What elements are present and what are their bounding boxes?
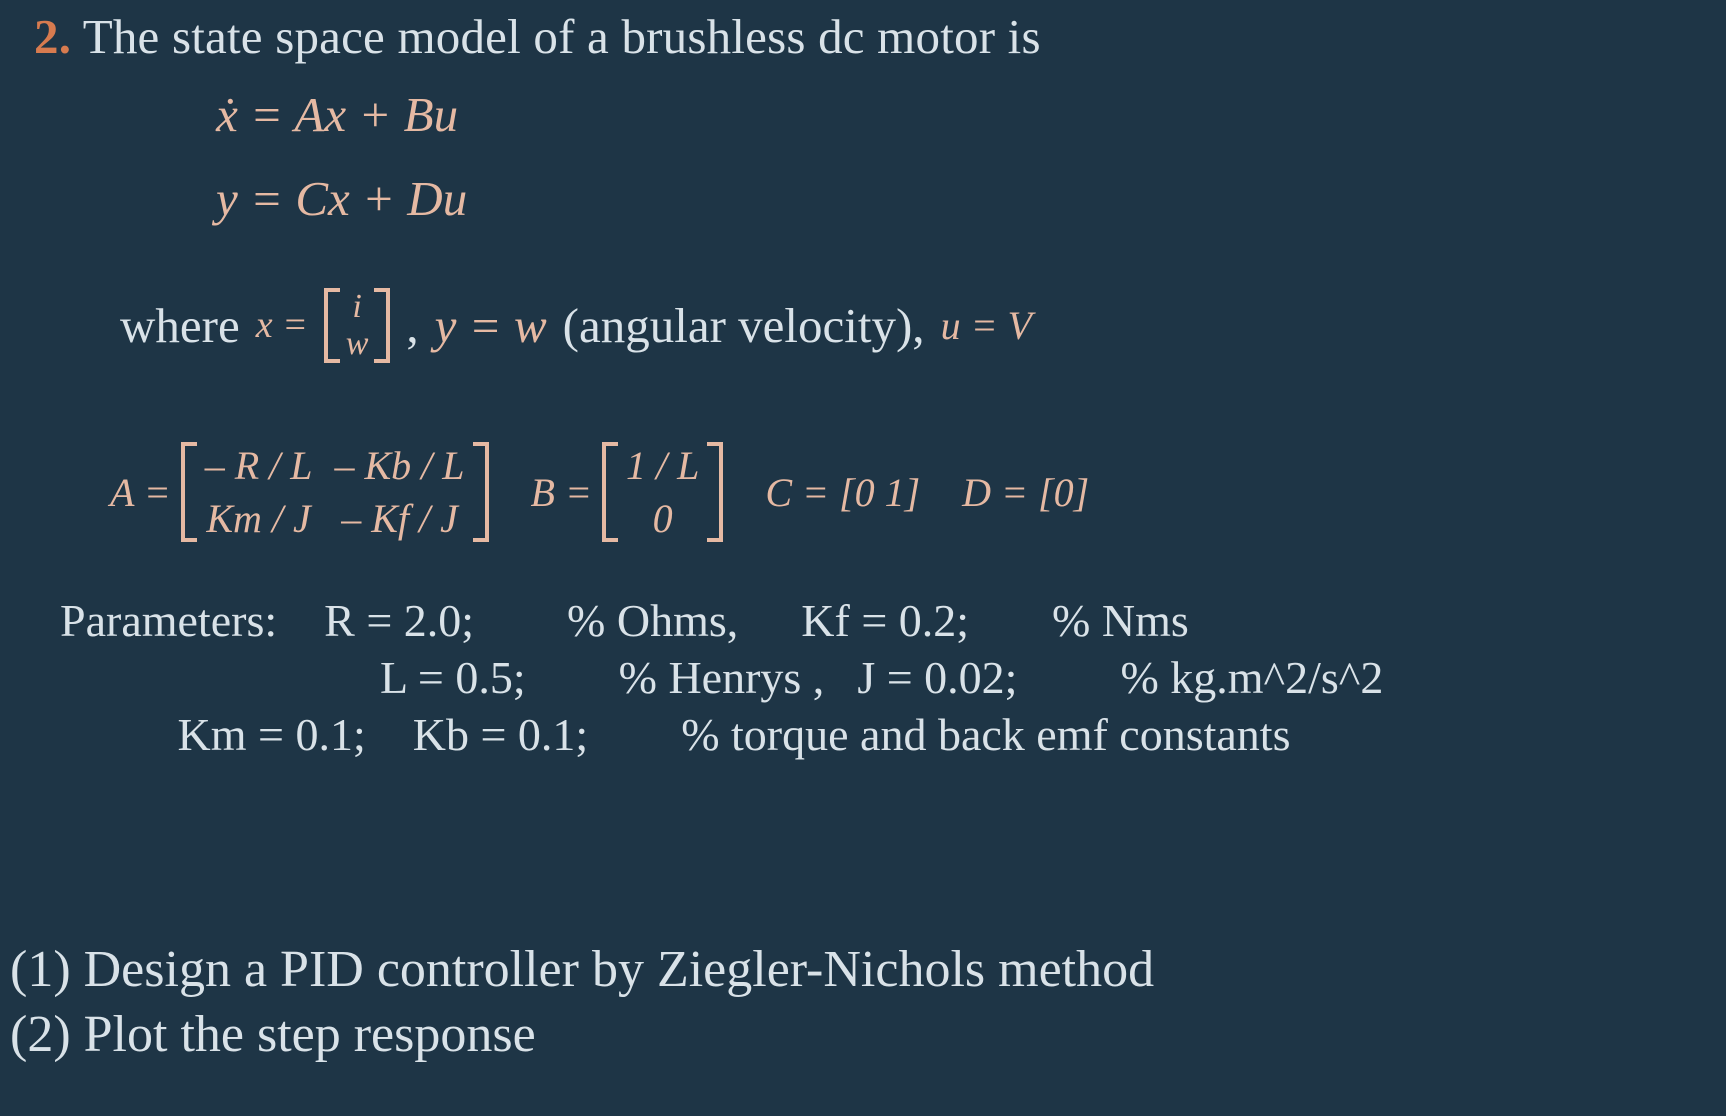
matrix-b-lhs: B = [531, 469, 592, 516]
y-desc: (angular velocity), [563, 297, 925, 354]
matrix-a-lhs: A = [110, 469, 171, 516]
problem-heading: 2. The state space model of a brushless … [34, 8, 1041, 65]
output-equation: y = Cx + Du [216, 170, 467, 227]
param-r: R = 2.0; [324, 595, 474, 646]
a-01: – Kb / L [335, 442, 465, 489]
matrices-row: A = – R / L – Kb / L Km / J – Kf / J B =… [110, 442, 1089, 542]
b-0: 1 / L [626, 442, 699, 489]
param-kf: Kf = 0.2; [801, 595, 969, 646]
parameters-label: Parameters: [60, 594, 277, 647]
x-equals: x = [256, 303, 308, 347]
where-label: where [120, 297, 240, 354]
a-10: Km / J [205, 495, 313, 542]
x-vec-1: w [346, 325, 369, 362]
comma: , [406, 297, 418, 354]
task-1: (1) Design a PID controller by Ziegler-N… [10, 940, 1154, 999]
matrix-b: B = 1 / L 0 [531, 442, 724, 542]
task-2: (2) Plot the step response [10, 1005, 1154, 1064]
param-l: L = 0.5; [380, 652, 526, 703]
where-line: where x = i w , y = w (angular velocity)… [120, 288, 1032, 363]
problem-title: The state space model of a brushless dc … [71, 9, 1041, 64]
matrix-c: C = [0 1] [765, 469, 920, 516]
param-line-3: Km = 0.1; Kb = 0.1; % torque and back em… [60, 708, 1383, 761]
matrix-d: D = [0] [962, 469, 1089, 516]
a-11: – Kf / J [335, 495, 465, 542]
tasks-block: (1) Design a PID controller by Ziegler-N… [10, 940, 1154, 1070]
param-r-unit: % Ohms, [567, 595, 738, 646]
u-equals-v: u = V [941, 302, 1032, 349]
b-1: 0 [626, 495, 699, 542]
param-kb: Kb = 0.1; [413, 709, 588, 760]
param-j-unit: % kg.m^2/s^2 [1120, 652, 1383, 703]
a-00: – R / L [205, 442, 313, 489]
param-const-desc: % torque and back emf constants [681, 709, 1290, 760]
param-kf-unit: % Nms [1052, 595, 1189, 646]
param-km: Km = 0.1; [178, 709, 366, 760]
x-vec-0: i [352, 288, 361, 325]
x-vector: i w [324, 288, 391, 363]
param-line-2: L = 0.5; % Henrys , J = 0.02; % kg.m^2/s… [60, 651, 1383, 704]
y-equals-w: y = w [435, 297, 547, 354]
matrix-c-text: C = [0 1] [765, 469, 920, 516]
state-equation: ẋ = Ax + Bu [216, 86, 458, 143]
problem-number: 2. [34, 9, 71, 64]
param-j: J = 0.02; [857, 652, 1017, 703]
param-line-1: Parameters: R = 2.0; % Ohms, Kf = 0.2; %… [60, 594, 1383, 647]
param-l-unit: % Henrys , [619, 652, 825, 703]
matrix-d-text: D = [0] [962, 469, 1089, 516]
matrix-a: A = – R / L – Kb / L Km / J – Kf / J [110, 442, 489, 542]
parameters-block: Parameters: R = 2.0; % Ohms, Kf = 0.2; %… [60, 594, 1383, 765]
